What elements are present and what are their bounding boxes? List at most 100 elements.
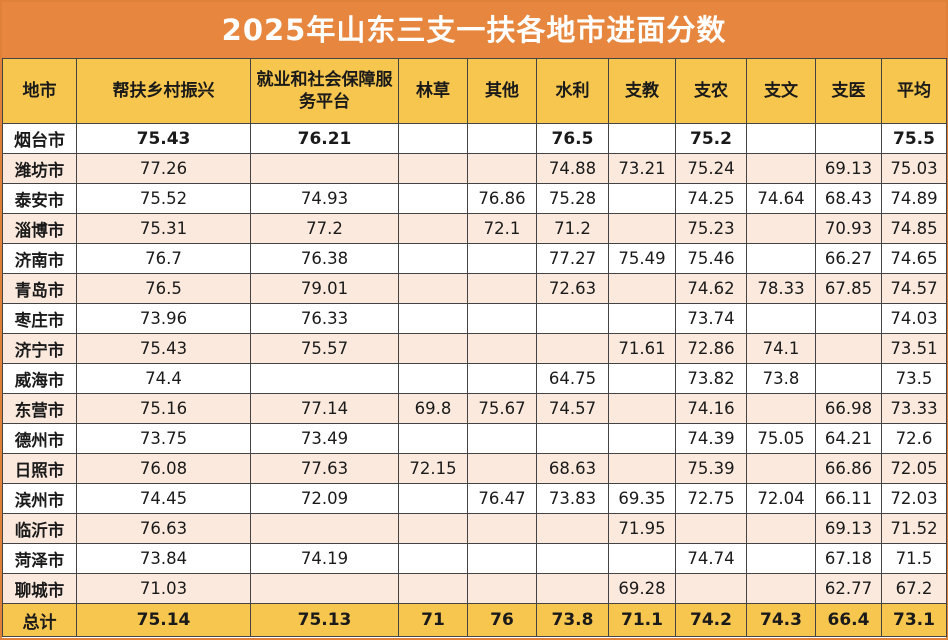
score-cell <box>608 303 676 334</box>
score-cell: 77.63 <box>250 453 399 484</box>
total-cell: 71.1 <box>608 603 676 637</box>
score-cell <box>675 513 747 544</box>
score-cell: 72.05 <box>881 453 947 484</box>
table-row: 威海市 74.4 64.75 73.82 73.8 73.5 <box>2 363 947 394</box>
score-cell: 72.6 <box>881 423 947 454</box>
score-cell: 74.19 <box>250 543 399 574</box>
score-cell <box>467 573 537 604</box>
table-row: 东营市 75.16 77.14 69.8 75.67 74.57 74.16 66.98 73.… <box>2 393 947 424</box>
score-cell: 73.33 <box>881 393 947 424</box>
score-cell: 75.5 <box>881 123 947 154</box>
score-cell: 75.31 <box>76 213 251 244</box>
score-cell: 79.01 <box>250 273 399 304</box>
score-cell: 64.21 <box>815 423 882 454</box>
score-cell <box>536 423 609 454</box>
score-cell <box>536 513 609 544</box>
city-cell: 泰安市 <box>2 183 77 214</box>
score-cell <box>467 273 537 304</box>
score-cell <box>467 243 537 274</box>
city-cell: 威海市 <box>2 363 77 394</box>
score-cell: 73.49 <box>250 423 399 454</box>
score-cell: 72.09 <box>250 483 399 514</box>
score-cell: 75.67 <box>467 393 537 424</box>
score-cell: 68.63 <box>536 453 609 484</box>
score-cell: 77.2 <box>250 213 399 244</box>
score-cell: 71.5 <box>881 543 947 574</box>
score-cell <box>250 363 399 394</box>
header-average: 平均 <box>881 58 947 124</box>
score-cell <box>536 333 609 364</box>
table-row: 滨州市 74.45 72.09 76.47 73.83 69.35 72.75 72.04 66… <box>2 483 947 514</box>
score-cell: 73.75 <box>76 423 251 454</box>
score-cell <box>536 543 609 574</box>
header-forestry: 林草 <box>398 58 468 124</box>
score-cell <box>398 423 468 454</box>
score-table: 地市 帮扶乡村振兴 就业和社会保障服务平台 林草 其他 水利 支教 支农 支文 … <box>2 58 947 637</box>
score-cell: 74.57 <box>536 393 609 424</box>
score-cell: 62.77 <box>815 573 882 604</box>
score-cell: 73.82 <box>675 363 747 394</box>
table-row: 菏泽市 73.84 74.19 74.74 67.18 71.5 <box>2 543 947 574</box>
total-cell: 76 <box>467 603 537 637</box>
score-cell: 74.39 <box>675 423 747 454</box>
score-cell <box>608 273 676 304</box>
city-cell: 济南市 <box>2 243 77 274</box>
total-cell: 66.4 <box>815 603 882 637</box>
score-cell <box>398 363 468 394</box>
score-cell: 70.93 <box>815 213 882 244</box>
score-cell: 78.33 <box>746 273 816 304</box>
score-cell: 74.03 <box>881 303 947 334</box>
score-cell: 74.4 <box>76 363 251 394</box>
score-cell <box>398 513 468 544</box>
score-cell: 67.85 <box>815 273 882 304</box>
score-cell: 72.1 <box>467 213 537 244</box>
score-cell: 66.98 <box>815 393 882 424</box>
header-agriculture: 支农 <box>675 58 747 124</box>
score-cell: 77.14 <box>250 393 399 424</box>
score-cell <box>250 153 399 184</box>
score-cell: 72.04 <box>746 483 816 514</box>
score-cell <box>746 303 816 334</box>
score-cell: 73.74 <box>675 303 747 334</box>
total-cell: 71 <box>398 603 468 637</box>
score-cell: 74.88 <box>536 153 609 184</box>
score-cell: 73.8 <box>746 363 816 394</box>
table-row: 日照市 76.08 77.63 72.15 68.63 75.39 66.86 72.05 <box>2 453 947 484</box>
score-cell: 73.51 <box>881 333 947 364</box>
city-cell: 东营市 <box>2 393 77 424</box>
score-cell: 69.13 <box>815 153 882 184</box>
score-cell: 75.16 <box>76 393 251 424</box>
score-cell: 76.38 <box>250 243 399 274</box>
score-cell <box>746 123 816 154</box>
table-row: 聊城市 71.03 69.28 62.77 67.2 <box>2 573 947 604</box>
score-cell: 76.86 <box>467 183 537 214</box>
score-cell: 74.57 <box>881 273 947 304</box>
total-cell: 74.2 <box>675 603 747 637</box>
score-cell: 75.52 <box>76 183 251 214</box>
score-cell: 75.24 <box>675 153 747 184</box>
score-cell: 74.64 <box>746 183 816 214</box>
score-cell: 74.93 <box>250 183 399 214</box>
score-cell <box>250 573 399 604</box>
score-cell <box>467 123 537 154</box>
score-cell <box>398 573 468 604</box>
score-cell <box>467 543 537 574</box>
score-cell <box>467 333 537 364</box>
score-cell <box>536 573 609 604</box>
score-cell: 76.7 <box>76 243 251 274</box>
score-cell <box>250 513 399 544</box>
table-row: 潍坊市 77.26 74.88 73.21 75.24 69.13 75.03 <box>2 153 947 184</box>
score-cell <box>675 573 747 604</box>
score-cell: 74.62 <box>675 273 747 304</box>
score-cell <box>608 123 676 154</box>
score-cell: 73.84 <box>76 543 251 574</box>
header-teaching: 支教 <box>608 58 676 124</box>
score-cell <box>398 483 468 514</box>
table-row: 临沂市 76.63 71.95 69.13 71.52 <box>2 513 947 544</box>
score-cell <box>467 513 537 544</box>
table-row: 德州市 73.75 73.49 74.39 75.05 64.21 72.6 <box>2 423 947 454</box>
score-cell: 67.2 <box>881 573 947 604</box>
score-cell: 73.21 <box>608 153 676 184</box>
score-cell <box>398 243 468 274</box>
score-cell <box>746 153 816 184</box>
